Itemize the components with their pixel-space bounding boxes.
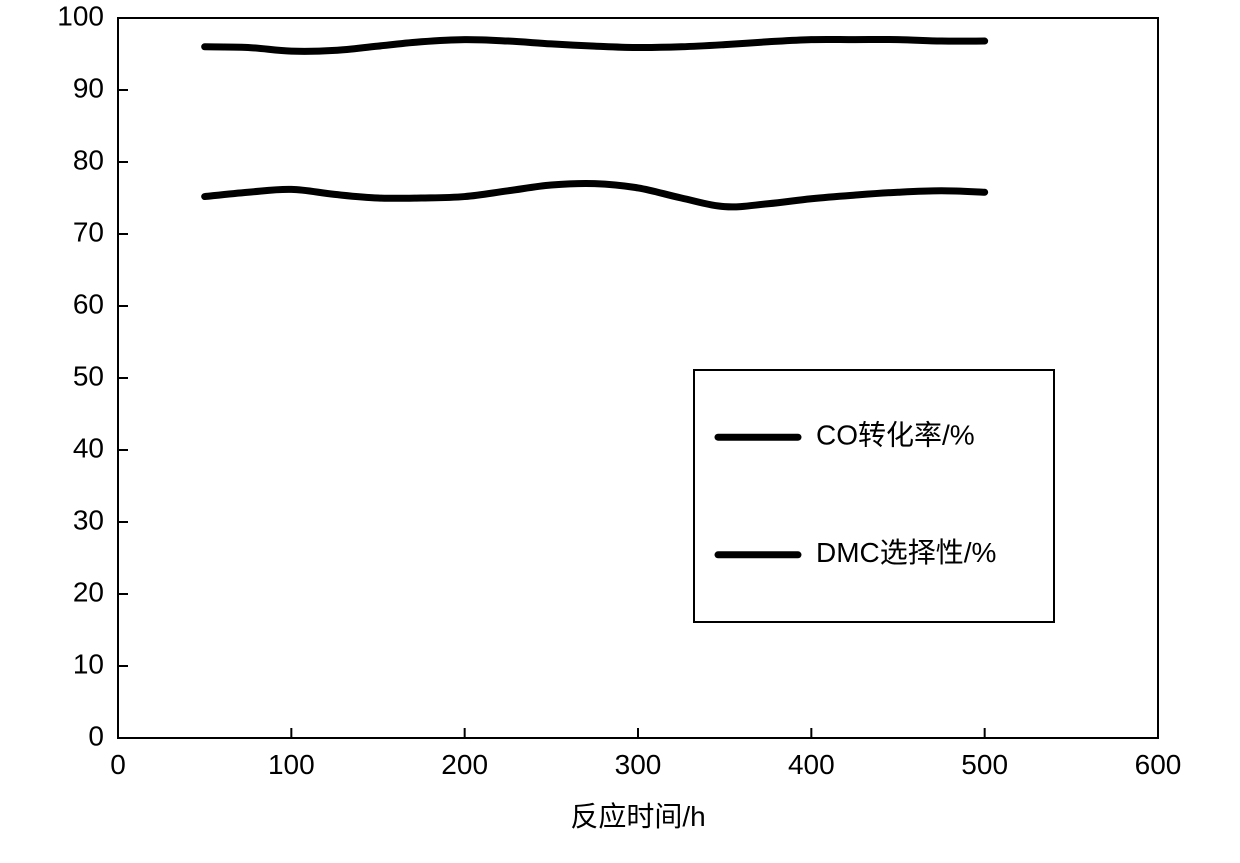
x-tick-label: 200	[441, 749, 488, 780]
y-tick-label: 40	[73, 432, 104, 463]
x-tick-label: 100	[268, 749, 315, 780]
x-tick-label: 600	[1135, 749, 1182, 780]
y-tick-label: 50	[73, 360, 104, 391]
legend-label: CO转化率/%	[816, 420, 975, 451]
line-chart: 0 10 20 30 40 50 60 70 80 90 100 0 100 200 300 400 500 60…	[0, 0, 1240, 863]
x-tick-label: 400	[788, 749, 835, 780]
x-axis-label: 反应时间/h	[570, 801, 705, 832]
y-tick-label: 100	[57, 0, 104, 31]
x-tick-label: 500	[961, 749, 1008, 780]
legend-label: DMC选择性/%	[816, 537, 996, 568]
chart-container: 0 10 20 30 40 50 60 70 80 90 100 0 100 200 300 400 500 60…	[0, 0, 1240, 863]
y-tick-label: 10	[73, 648, 104, 679]
y-tick-label: 70	[73, 216, 104, 247]
y-tick-label: 60	[73, 288, 104, 319]
x-tick-label: 300	[615, 749, 662, 780]
y-tick-label: 20	[73, 576, 104, 607]
y-tick-label: 90	[73, 72, 104, 103]
y-tick-label: 30	[73, 504, 104, 535]
y-tick-label: 0	[88, 720, 104, 751]
x-tick-label: 0	[110, 749, 126, 780]
y-tick-label: 80	[73, 144, 104, 175]
